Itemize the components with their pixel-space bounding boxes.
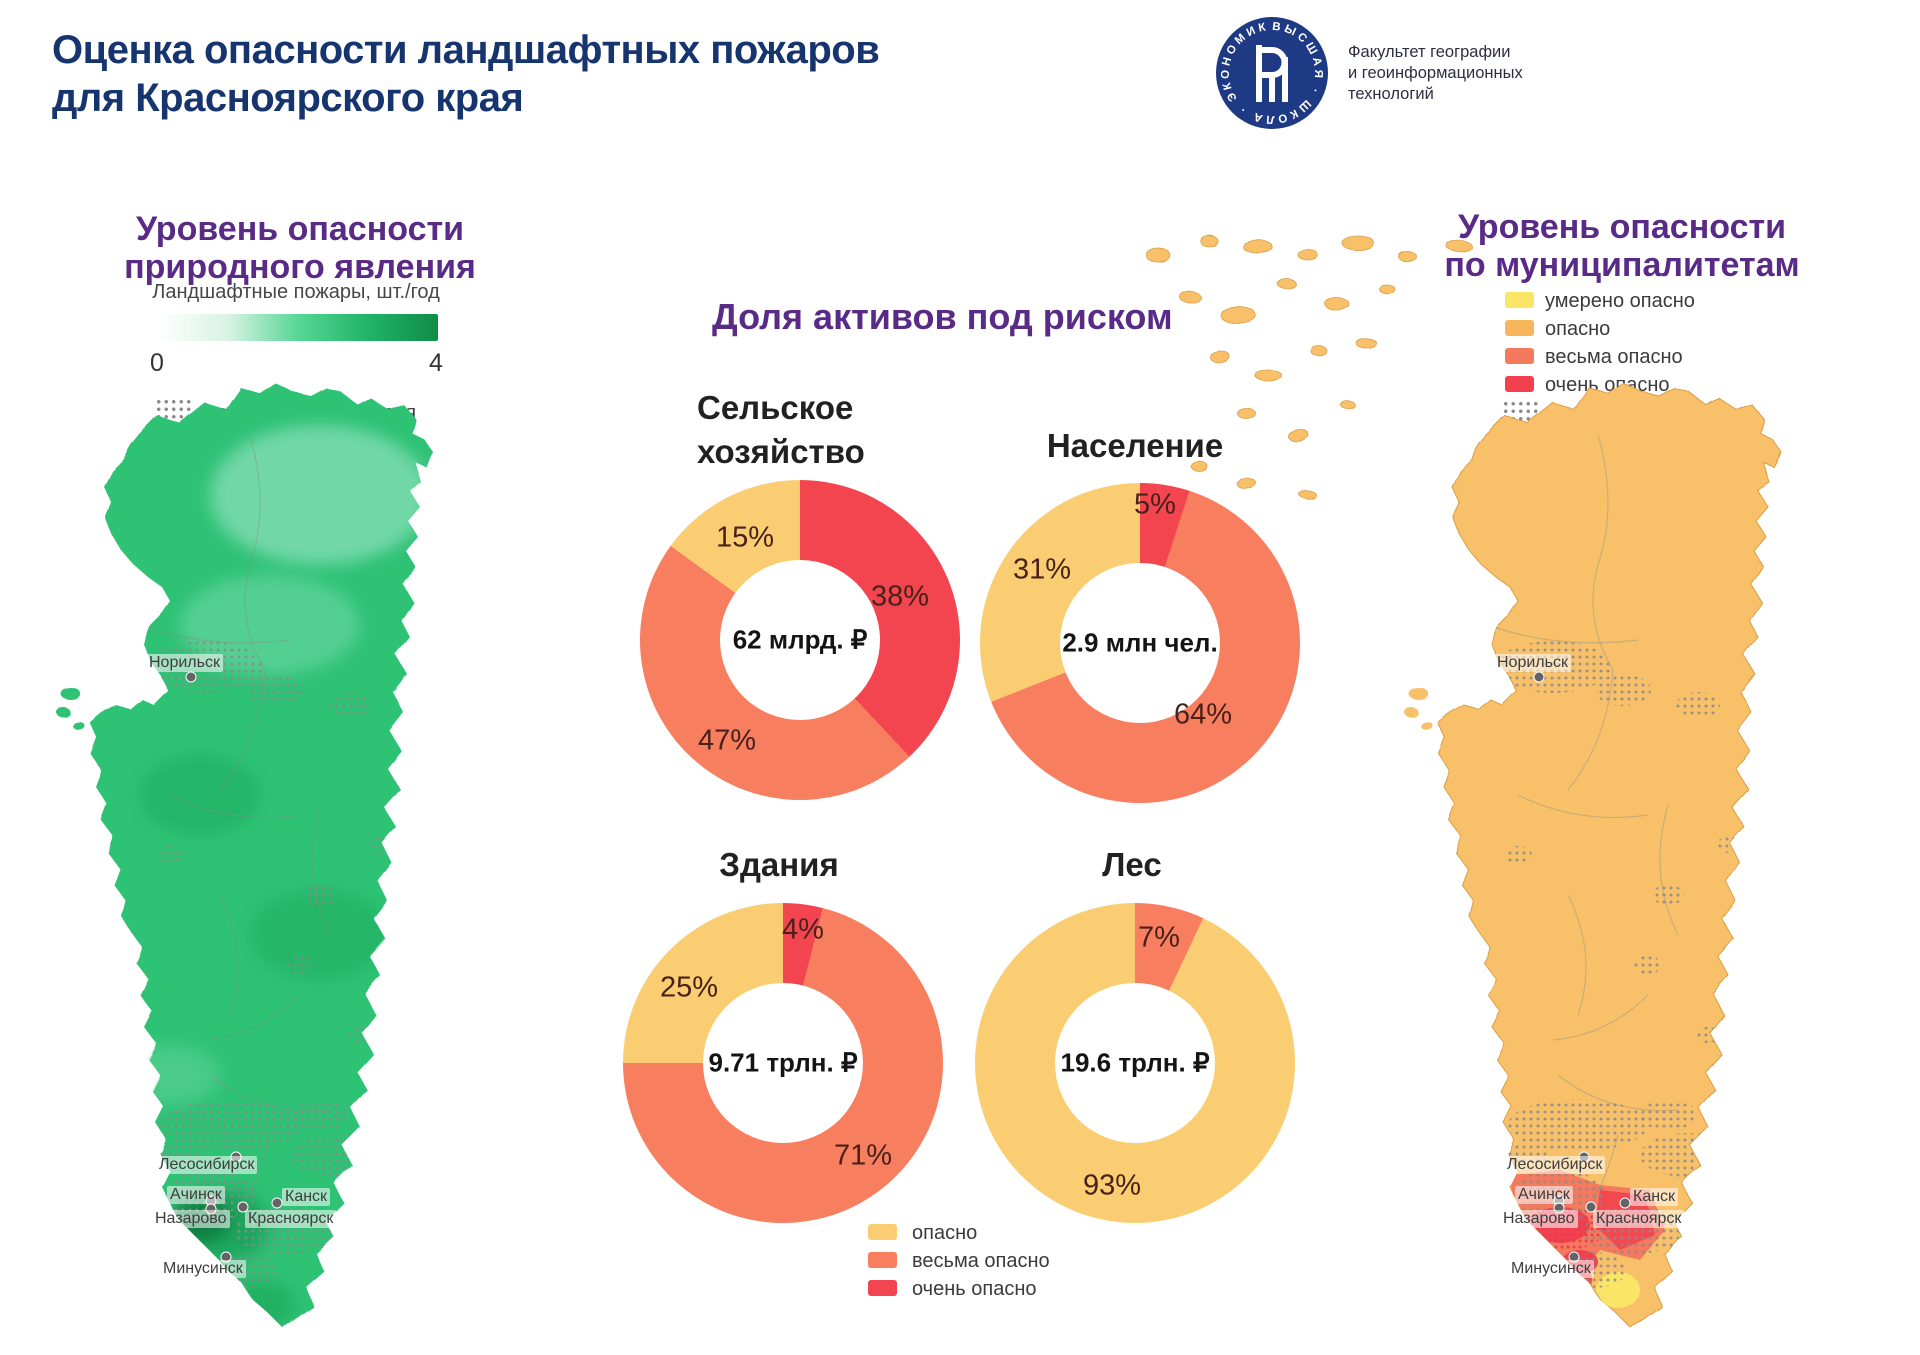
color-scale-bar — [158, 314, 438, 341]
city-label-nazarovo-l: Назарово — [152, 1210, 230, 1228]
city-label-krasnoyarsk-r: Красноярск — [1593, 1210, 1685, 1228]
donut-agriculture-hole — [720, 560, 880, 720]
legend-swatch-opasno-r — [1505, 320, 1534, 336]
city-label-minusinsk-r: Минусинск — [1508, 1260, 1594, 1278]
city-label-nazarovo-r: Назарово — [1500, 1210, 1578, 1228]
city-dot-kansk-l — [271, 1197, 283, 1209]
pct-population-vesma: 64% — [1173, 698, 1233, 731]
donut-forest-value: 19.6 трлн. ₽ — [1060, 1047, 1210, 1078]
donut-agriculture-value: 62 млрд. ₽ — [732, 624, 868, 655]
page-title-line1: Оценка опасности ландшафтных пожаров — [52, 28, 880, 72]
hse-logo-emblem — [1256, 45, 1288, 102]
fire-hazard-map — [55, 383, 432, 1327]
pct-agriculture-vesma: 47% — [697, 724, 757, 757]
city-dot-norilsk-r — [1533, 671, 1545, 683]
orange-map-shape — [1145, 234, 1781, 1328]
pct-population-ochen: 5% — [1134, 488, 1176, 521]
donut-buildings: 9.71 трлн. ₽ — [623, 903, 943, 1223]
page-title-line2: для Красноярского края — [52, 76, 524, 120]
donut-population-value: 2.9 млн чел. — [1062, 627, 1218, 658]
donut-buildings-value: 9.71 трлн. ₽ — [708, 1047, 858, 1078]
city-label-kansk-r: Канск — [1630, 1188, 1679, 1206]
city-label-norilsk-l: Норильск — [146, 654, 223, 672]
scale-min-tick: 0 — [150, 349, 164, 377]
legend-swatch-opasno — [868, 1224, 897, 1240]
city-label-lesosibirsk-l: Лесосибирск — [156, 1156, 258, 1174]
legend-label-opasno-r: опасно — [1545, 318, 1611, 340]
pct-population-opasno: 31% — [1012, 553, 1072, 586]
donut-agriculture: 62 млрд. ₽ — [640, 480, 960, 800]
city-label-kansk-l: Канск — [282, 1188, 331, 1206]
legend-label-vesma: весьма опасно — [912, 1250, 1050, 1272]
municipal-hazard-map — [1145, 234, 1781, 1328]
faculty-caption: Факультет географии и геоинформационных … — [1348, 42, 1523, 105]
city-dot-kansk-r — [1619, 1197, 1631, 1209]
pct-forest-opasno: 93% — [1082, 1169, 1142, 1202]
donut-forest-hole — [1055, 983, 1215, 1143]
arctic-islands — [1145, 234, 1471, 500]
pct-buildings-ochen: 4% — [782, 913, 824, 946]
right-heading-line2: по муниципалитетам — [1444, 246, 1800, 284]
legend-label-umereno-r: умерено опасно — [1545, 290, 1695, 312]
legend-swatch-ochen-r — [1505, 376, 1534, 392]
city-dot-norilsk-l — [185, 671, 197, 683]
pct-forest-vesma: 7% — [1138, 921, 1180, 954]
donut-buildings-hole — [703, 983, 863, 1143]
page-title: Оценка опасности ландшафтных пожаров для… — [52, 26, 952, 122]
chart-title-population: Население — [1046, 427, 1224, 464]
city-dot-krasnoyarsk-r — [1585, 1201, 1597, 1213]
legend-label-ochen: очень опасно — [912, 1278, 1037, 1300]
donut-forest: 19.6 трлн. ₽ — [975, 903, 1295, 1223]
legend-label-opasno: опасно — [912, 1222, 978, 1244]
right-heading-line1: Уровень опасности — [1457, 208, 1787, 246]
legend-swatch-vesma — [868, 1252, 897, 1268]
left-heading-line1: Уровень опасности — [135, 210, 465, 248]
faculty-line1: Факультет географии — [1348, 43, 1511, 61]
chart-title-agriculture: Сельское хозяйство — [697, 389, 865, 470]
city-label-minusinsk-l: Минусинск — [160, 1260, 246, 1278]
faculty-line2: и геоинформационных — [1348, 64, 1523, 82]
faculty-line3: технологий — [1348, 85, 1434, 103]
pct-buildings-opasno: 25% — [659, 971, 719, 1004]
chart-title-forest: Лес — [1102, 846, 1162, 883]
color-scale-caption: Ландшафтные пожары, шт./год — [152, 281, 440, 303]
hse-logo: ВЫСШАЯ · ШКОЛА · ЭКОНОМИКИ — [1214, 15, 1328, 129]
chart-title-buildings: Здания — [719, 846, 839, 883]
scale-max-tick: 4 — [429, 349, 443, 377]
legend-label-vesma-r: весьма опасно — [1545, 346, 1683, 368]
city-label-achinsk-l: Ачинск — [167, 1186, 225, 1204]
legend-swatch-umereno-r — [1505, 292, 1534, 308]
legend-swatch-ochen — [868, 1280, 897, 1296]
city-label-achinsk-r: Ачинск — [1515, 1186, 1573, 1204]
donut-population: 2.9 млн чел. — [980, 483, 1300, 803]
pct-agriculture-opasno: 15% — [715, 521, 775, 554]
pct-buildings-vesma: 71% — [833, 1139, 893, 1172]
city-label-krasnoyarsk-l: Красноярск — [245, 1210, 337, 1228]
city-label-norilsk-r: Норильск — [1494, 654, 1571, 672]
city-dot-krasnoyarsk-l — [237, 1201, 249, 1213]
donut-population-hole — [1060, 563, 1220, 723]
city-label-lesosibirsk-r: Лесосибирск — [1504, 1156, 1606, 1174]
left-heading-line2: природного явления — [124, 248, 476, 286]
legend-swatch-vesma-r — [1505, 348, 1534, 364]
center-heading: Доля активов под риском — [712, 296, 1173, 337]
green-map-texture — [120, 425, 430, 1327]
pct-agriculture-ochen: 38% — [870, 580, 930, 613]
